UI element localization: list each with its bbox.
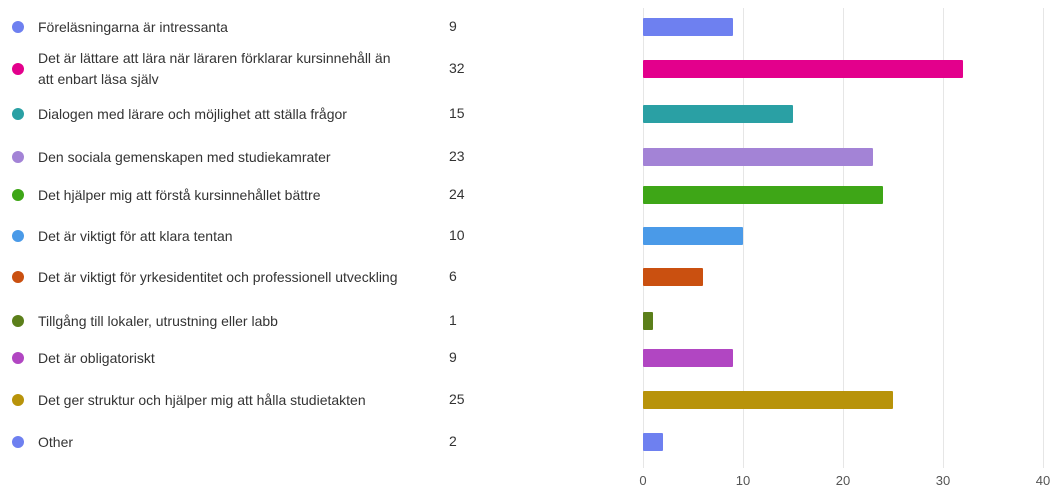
category-label: Det är viktigt för yrkesidentitet och pr… — [38, 268, 398, 285]
value-label: 2 — [449, 433, 457, 449]
bar — [643, 227, 743, 245]
value-label: 32 — [449, 60, 465, 76]
legend-dot — [12, 189, 24, 201]
legend-dot — [12, 394, 24, 406]
x-tick-label: 40 — [1035, 473, 1051, 488]
legend-dot — [12, 436, 24, 448]
category-label: Den sociala gemenskapen med studiekamrat… — [38, 148, 331, 165]
legend-dot — [12, 352, 24, 364]
legend-dot — [12, 63, 24, 75]
grid-line — [1043, 8, 1044, 468]
bar — [643, 433, 663, 451]
x-tick-label: 10 — [735, 473, 751, 488]
bar — [643, 60, 963, 78]
category-label: Det är lättare att lära när läraren förk… — [38, 50, 391, 87]
category-label: Dialogen med lärare och möjlighet att st… — [38, 105, 347, 122]
legend-dot — [12, 271, 24, 283]
bar — [643, 105, 793, 123]
legend-dot — [12, 315, 24, 327]
category-label: Föreläsningarna är intressanta — [38, 18, 228, 35]
bar — [643, 268, 703, 286]
bar — [643, 18, 733, 36]
bar — [643, 186, 883, 204]
bar — [643, 312, 653, 330]
value-label: 6 — [449, 268, 457, 284]
value-label: 15 — [449, 105, 465, 121]
legend-dot — [12, 21, 24, 33]
bar — [643, 148, 873, 166]
x-tick-label: 0 — [639, 473, 647, 488]
category-label: Det hjälper mig att förstå kursinnehålle… — [38, 186, 321, 203]
x-tick-label: 20 — [835, 473, 851, 488]
value-label: 10 — [449, 227, 465, 243]
category-label: Tillgång till lokaler, utrustning eller … — [38, 312, 278, 329]
value-label: 23 — [449, 148, 465, 164]
legend-dot — [12, 230, 24, 242]
value-label: 9 — [449, 18, 457, 34]
legend-dot — [12, 151, 24, 163]
category-label: Det är viktigt för att klara tentan — [38, 227, 233, 244]
x-tick-label: 30 — [935, 473, 951, 488]
grid-line — [843, 8, 844, 468]
category-label: Other — [38, 433, 74, 450]
legend-dot — [12, 108, 24, 120]
value-label: 9 — [449, 349, 457, 365]
category-label: Det ger struktur och hjälper mig att hål… — [38, 391, 366, 408]
category-label: Det är obligatoriskt — [38, 349, 155, 366]
grid-line — [743, 8, 744, 468]
grid-line — [943, 8, 944, 468]
value-label: 25 — [449, 391, 465, 407]
bar — [643, 391, 893, 409]
bar — [643, 349, 733, 367]
value-label: 1 — [449, 312, 457, 328]
value-label: 24 — [449, 186, 465, 202]
